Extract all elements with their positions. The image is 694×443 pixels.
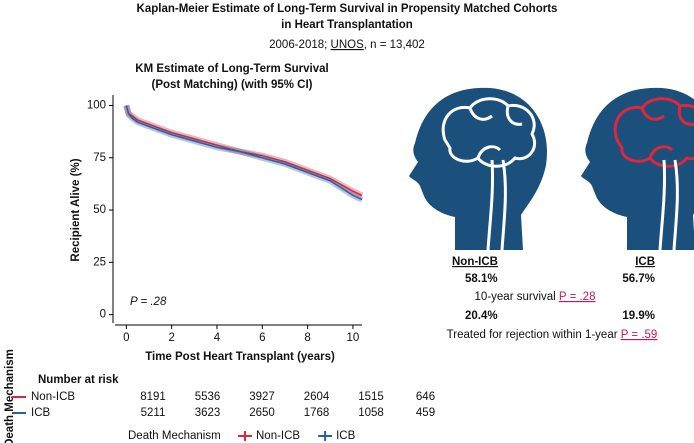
risk-side-label: Death Mechanism <box>4 349 16 443</box>
p-value: P = .28 <box>559 291 596 303</box>
risk-count: 2604 <box>304 391 330 403</box>
group-name: Non-ICB <box>452 256 498 268</box>
risk-count: 5536 <box>195 391 221 403</box>
risk-count: 8191 <box>140 391 166 403</box>
risk-count: 5211 <box>141 407 166 419</box>
subtitle-part: UNOS <box>331 39 365 51</box>
chart-title: KM Estimate of Long-Term Survival <box>135 63 328 75</box>
risk-count: 1515 <box>358 391 384 403</box>
y-tick-label: 0 <box>100 309 106 321</box>
rejection-value: 19.9% <box>622 310 655 322</box>
x-tick-label: 6 <box>259 332 265 344</box>
risk-count: 1768 <box>304 407 330 419</box>
x-axis-label: Time Post Heart Transplant (years) <box>145 351 335 363</box>
label: Treated for rejection within 1-year <box>447 329 618 341</box>
risk-count: 1058 <box>358 407 384 419</box>
group-name: ICB <box>635 256 655 268</box>
y-tick-label: 100 <box>87 99 106 111</box>
x-tick-label: 0 <box>123 332 129 344</box>
survival-line <box>125 105 363 197</box>
p-value: P = .59 <box>621 329 658 341</box>
risk-row-name: ICB <box>31 407 51 419</box>
legend-title: Death Mechanism <box>128 430 221 442</box>
subtitle-part: 2006-2018; <box>269 39 330 51</box>
risk-count: 3623 <box>195 407 221 419</box>
x-tick-label: 4 <box>214 332 221 344</box>
x-tick-label: 8 <box>304 332 310 344</box>
legend-label: ICB <box>336 430 356 442</box>
x-tick-label: 10 <box>347 332 360 344</box>
risk-count: 2650 <box>249 407 275 419</box>
label: 10-year survival <box>475 291 556 303</box>
x-tick-label: 2 <box>168 332 174 344</box>
subtitle: 2006-2018; UNOS, n = 13,402 <box>269 39 425 51</box>
title-line: in Heart Transplantation <box>281 19 413 31</box>
head-icon <box>581 87 694 251</box>
chart-title: (Post Matching) (with 95% CI) <box>152 79 313 91</box>
title-line: Kaplan-Meier Estimate of Long-Term Survi… <box>137 3 558 15</box>
legend-label: Non-ICB <box>256 430 300 442</box>
survival-line <box>125 105 363 201</box>
rejection-row: Treated for rejection within 1-year P = … <box>447 329 658 341</box>
y-tick-label: 50 <box>93 204 106 216</box>
subtitle-part: , n = 13,402 <box>364 39 425 51</box>
risk-title: Number at risk <box>38 374 119 386</box>
y-tick-label: 25 <box>93 256 106 268</box>
risk-count: 3927 <box>249 391 275 403</box>
risk-count: 459 <box>416 407 435 419</box>
y-tick-label: 75 <box>93 152 106 164</box>
head-icon <box>409 87 547 251</box>
rejection-value: 20.4% <box>465 310 498 322</box>
p-annotation: P = .28 <box>130 296 167 308</box>
survival-value: 56.7% <box>622 273 655 285</box>
y-axis-label: Recipient Alive (%) <box>70 158 82 261</box>
survival-row: 10-year survival P = .28 <box>475 291 596 303</box>
risk-row-name: Non-ICB <box>31 391 75 403</box>
survival-value: 58.1% <box>465 273 498 285</box>
risk-count: 646 <box>416 391 435 403</box>
